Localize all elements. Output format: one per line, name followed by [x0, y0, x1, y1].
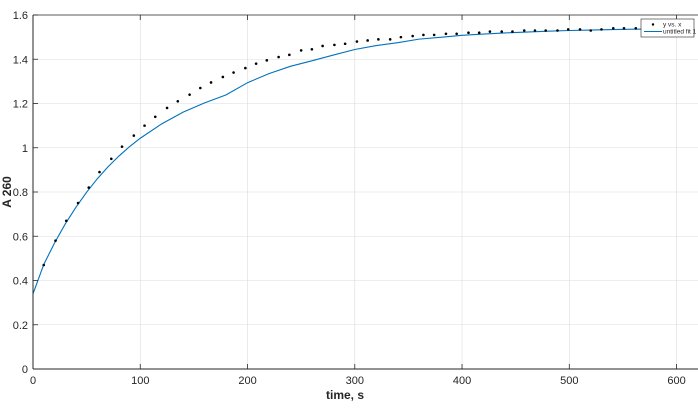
legend-box: [640, 18, 695, 38]
data-point: [500, 30, 504, 33]
fit-curve-group: [32, 28, 656, 294]
data-point: [399, 35, 403, 39]
x-tick-label: 500: [560, 375, 578, 387]
data-point: [411, 34, 414, 38]
data-point: [188, 93, 191, 96]
data-point: [432, 33, 436, 37]
data-point: [444, 32, 448, 36]
x-tick-label: 300: [346, 375, 364, 387]
data-point: [343, 42, 347, 46]
data-points-group: [42, 26, 648, 267]
y-tick-label: 0.2: [13, 320, 28, 332]
data-point: [511, 30, 514, 33]
data-point: [455, 32, 458, 36]
x-tick-label: 400: [453, 375, 471, 387]
y-tick-label: 1.4: [13, 54, 28, 66]
data-point: [98, 170, 101, 174]
y-tick-label: 0.4: [13, 276, 28, 288]
data-point: [244, 66, 247, 70]
data-point: [232, 71, 235, 74]
data-point: [622, 26, 626, 30]
data-point: [477, 31, 481, 34]
data-point: [634, 26, 638, 30]
fit-curve: [32, 28, 656, 294]
data-point: [64, 219, 68, 223]
data-point: [76, 201, 80, 205]
data-point: [556, 29, 559, 32]
x-axis-label: time, s: [326, 388, 364, 402]
data-point: [611, 26, 615, 30]
data-point: [288, 53, 291, 57]
data-point: [176, 99, 180, 103]
legend-label-points: y vs. x: [663, 22, 682, 29]
data-point: [522, 29, 526, 32]
data-point: [310, 47, 314, 51]
data-point: [143, 124, 146, 127]
y-axis-label: A 260: [0, 176, 14, 208]
data-point: [87, 186, 91, 189]
y-tick-label: 0.8: [13, 187, 28, 199]
data-point: [132, 134, 136, 137]
data-point: [422, 33, 425, 37]
y-tick-label: 1: [22, 143, 28, 155]
y-tick-label: 0: [22, 364, 28, 376]
tick-labels-group: 0 100 200 300 400 500 600 0 0.2 0.4 0.6 0.8 1 1.2 1.4 1…: [13, 10, 686, 387]
data-point: [321, 44, 324, 48]
data-point: [600, 28, 603, 31]
legend: y vs. x untitled fit 1: [640, 18, 697, 38]
data-point: [366, 39, 369, 42]
data-point: [488, 30, 492, 33]
data-point: [120, 145, 124, 148]
x-tick-label: 200: [238, 375, 256, 387]
y-tick-label: 0.6: [13, 231, 28, 243]
axes-group: [32, 14, 698, 370]
data-point: [533, 29, 537, 32]
legend-label-fit: untitled fit 1: [663, 29, 697, 36]
data-point: [221, 75, 225, 79]
data-point: [299, 49, 303, 52]
data-point: [333, 43, 336, 47]
data-point: [467, 31, 470, 34]
data-point: [355, 40, 359, 43]
x-tick-label: 0: [30, 375, 36, 387]
data-point: [110, 157, 113, 161]
data-point: [388, 38, 392, 41]
y-tick-label: 1.2: [13, 99, 28, 111]
data-point: [544, 29, 547, 32]
legend-marker-points: [651, 23, 655, 26]
data-point: [578, 28, 582, 31]
data-point: [199, 86, 202, 90]
data-point: [377, 38, 380, 41]
x-tick-label: 100: [131, 375, 149, 387]
data-point: [54, 239, 57, 242]
data-point: [277, 55, 280, 59]
data-point: [589, 29, 593, 32]
y-tick-label: 1.6: [13, 10, 28, 22]
x-tick-label: 600: [667, 375, 685, 387]
data-point: [566, 28, 570, 31]
data-point: [209, 81, 213, 84]
data-point: [165, 106, 169, 110]
data-point: [265, 59, 269, 62]
data-point: [42, 263, 46, 267]
data-point: [254, 62, 258, 65]
data-point: [153, 115, 157, 119]
